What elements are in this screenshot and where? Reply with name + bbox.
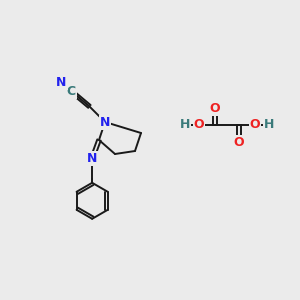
Text: O: O: [210, 101, 220, 115]
Text: N: N: [100, 116, 110, 128]
Text: O: O: [194, 118, 204, 131]
Text: H: H: [180, 118, 190, 131]
Text: N: N: [87, 152, 97, 165]
Text: O: O: [234, 136, 244, 148]
Text: H: H: [264, 118, 274, 131]
Text: O: O: [250, 118, 260, 131]
Text: C: C: [67, 85, 76, 98]
Text: N: N: [56, 76, 67, 89]
